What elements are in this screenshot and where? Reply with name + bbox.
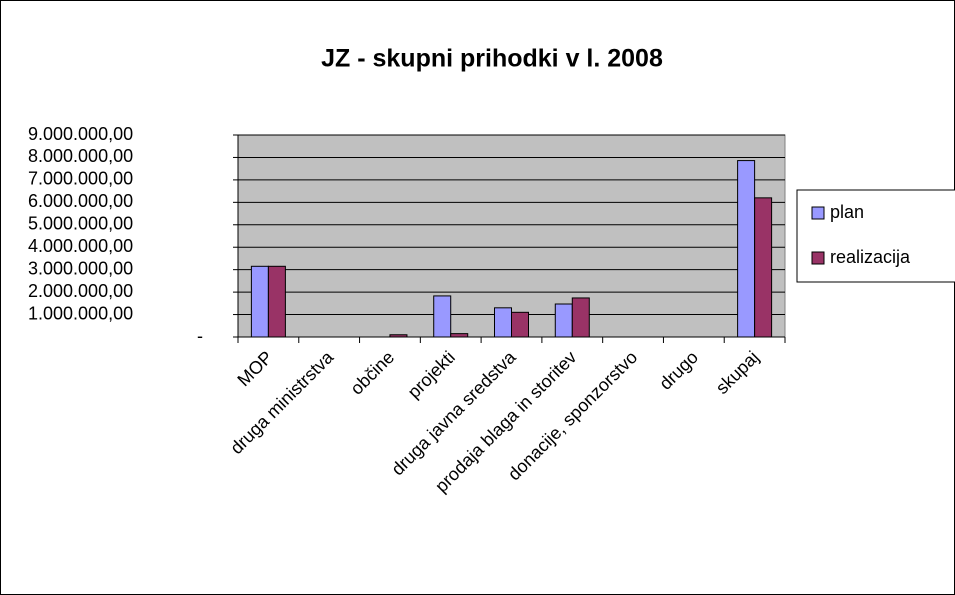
chart-title: JZ - skupni prihodki v l. 2008 (321, 45, 663, 73)
legend-label: plan (830, 202, 864, 222)
y-tick-label: 7.000.000,00 (28, 169, 133, 189)
bar (389, 334, 408, 338)
y-tick-label: 3.000.000,00 (28, 258, 133, 278)
y-tick-label: 6.000.000,00 (28, 191, 133, 211)
bar (494, 307, 512, 338)
bar (433, 295, 452, 338)
legend-swatch (811, 206, 825, 220)
y-tick-label: 4.000.000,00 (28, 236, 133, 256)
plot-area (237, 134, 786, 338)
y-tick-label: - (197, 326, 203, 346)
y-tick-label: 1.000.000,00 (28, 303, 133, 323)
bar (754, 197, 773, 338)
legend-label: realizacija (830, 247, 911, 267)
legend-swatch (811, 251, 825, 265)
bar (571, 297, 590, 338)
y-tick-label: 8.000.000,00 (28, 146, 133, 166)
y-tick-label: 9.000.000,00 (28, 124, 133, 144)
bar (267, 265, 286, 338)
bar (250, 265, 269, 338)
bar (511, 311, 529, 338)
bar (737, 160, 756, 338)
bar (554, 303, 573, 338)
y-tick-label: 2.000.000,00 (28, 281, 133, 301)
bar (450, 333, 469, 338)
y-tick-label: 5.000.000,00 (28, 214, 133, 234)
legend-box (796, 189, 955, 283)
